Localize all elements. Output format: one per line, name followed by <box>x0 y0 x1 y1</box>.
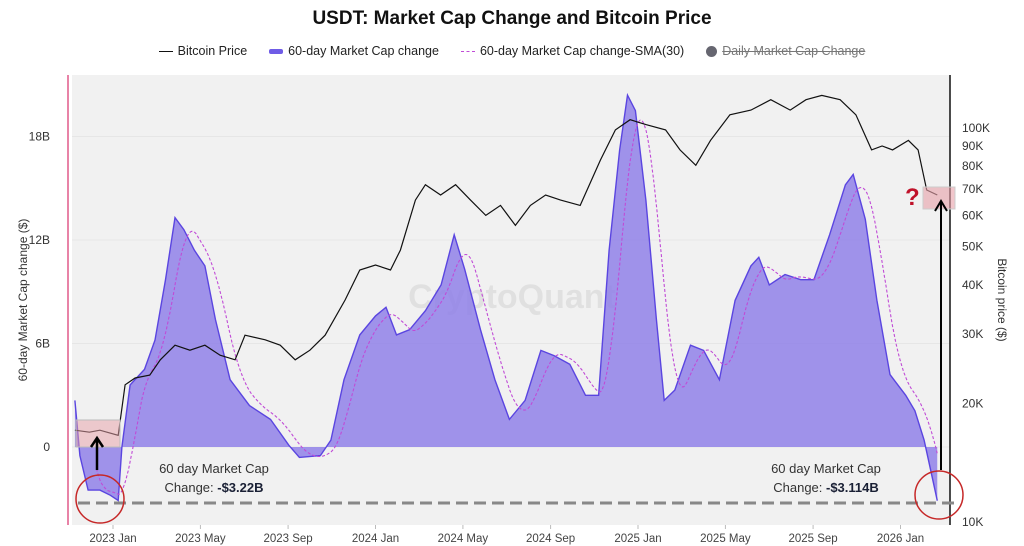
legend: Bitcoin Price 60-day Market Cap change 6… <box>0 44 1024 58</box>
y2-tick-label: 60K <box>962 208 983 222</box>
annotation-text: Change: -$3.22B <box>164 480 263 495</box>
annotation-text: Change: -$3.114B <box>773 480 879 495</box>
annotation-value: -$3.22B <box>217 480 263 495</box>
legend-item-sma[interactable]: 60-day Market Cap change-SMA(30) <box>460 44 685 58</box>
annotation-text: 60 day Market Cap <box>159 461 269 476</box>
x-tick-label: 2023 Sep <box>263 533 312 545</box>
legend-label: Bitcoin Price <box>177 44 248 58</box>
y2-tick-label: 20K <box>962 396 983 410</box>
x-tick-label: 2025 May <box>700 533 751 545</box>
legend-item-daily-change[interactable]: Daily Market Cap Change <box>706 44 865 58</box>
x-tick-label: 2026 Jan <box>877 533 924 545</box>
annotation-text: 60 day Market Cap <box>771 461 881 476</box>
y2-tick-label: 30K <box>962 327 983 341</box>
x-tick-label: 2024 Sep <box>526 533 575 545</box>
y-axis-label: 60-day Market Cap change ($) <box>16 219 30 382</box>
highlight-box <box>922 186 956 210</box>
legend-label: 60-day Market Cap change <box>288 44 439 58</box>
arrow-up-icon <box>89 435 105 470</box>
legend-item-bitcoin-price[interactable]: Bitcoin Price <box>158 44 248 58</box>
legend-line-swatch <box>158 50 173 52</box>
x-tick-label: 2023 Jan <box>89 533 136 545</box>
y-tick-label: 0 <box>43 440 50 454</box>
y-tick-label: 18B <box>29 130 50 144</box>
y2-tick-label: 90K <box>962 139 983 153</box>
x-tick-label: 2025 Sep <box>788 533 837 545</box>
y-tick-label: 12B <box>29 233 50 247</box>
y2-axis-label: Bitcoin price ($) <box>995 258 1009 341</box>
legend-area-swatch <box>269 48 284 54</box>
legend-item-market-cap-change[interactable]: 60-day Market Cap change <box>269 44 439 58</box>
y2-tick-label: 80K <box>962 159 983 173</box>
market-cap-area <box>74 95 938 501</box>
question-mark: ? <box>905 184 920 211</box>
legend-dashed-swatch <box>460 50 475 52</box>
highlight-circle <box>914 470 964 520</box>
y2-tick-label: 70K <box>962 182 983 196</box>
x-tick-label: 2024 May <box>438 533 489 545</box>
y2-tick-label: 100K <box>962 121 990 135</box>
y2-tick-label: 50K <box>962 240 983 254</box>
market-cap-line <box>74 92 938 502</box>
arrow-up-icon <box>934 199 948 470</box>
x-tick-label: 2025 Jan <box>614 533 661 545</box>
chart-title: USDT: Market Cap Change and Bitcoin Pric… <box>312 8 712 29</box>
legend-label: 60-day Market Cap change-SMA(30) <box>479 44 685 58</box>
bitcoin-price-line <box>74 94 938 437</box>
legend-dot-swatch <box>706 45 718 57</box>
sma-line <box>95 119 938 495</box>
y2-tick-label: 10K <box>962 515 983 529</box>
annotation-value: -$3.114B <box>826 480 879 495</box>
legend-label: Daily Market Cap Change <box>722 44 866 58</box>
x-tick-label: 2024 Jan <box>352 533 399 545</box>
x-tick-label: 2023 May <box>175 533 226 545</box>
y-tick-label: 6B <box>35 337 50 351</box>
highlight-circle <box>75 474 125 524</box>
y2-tick-label: 40K <box>962 278 983 292</box>
